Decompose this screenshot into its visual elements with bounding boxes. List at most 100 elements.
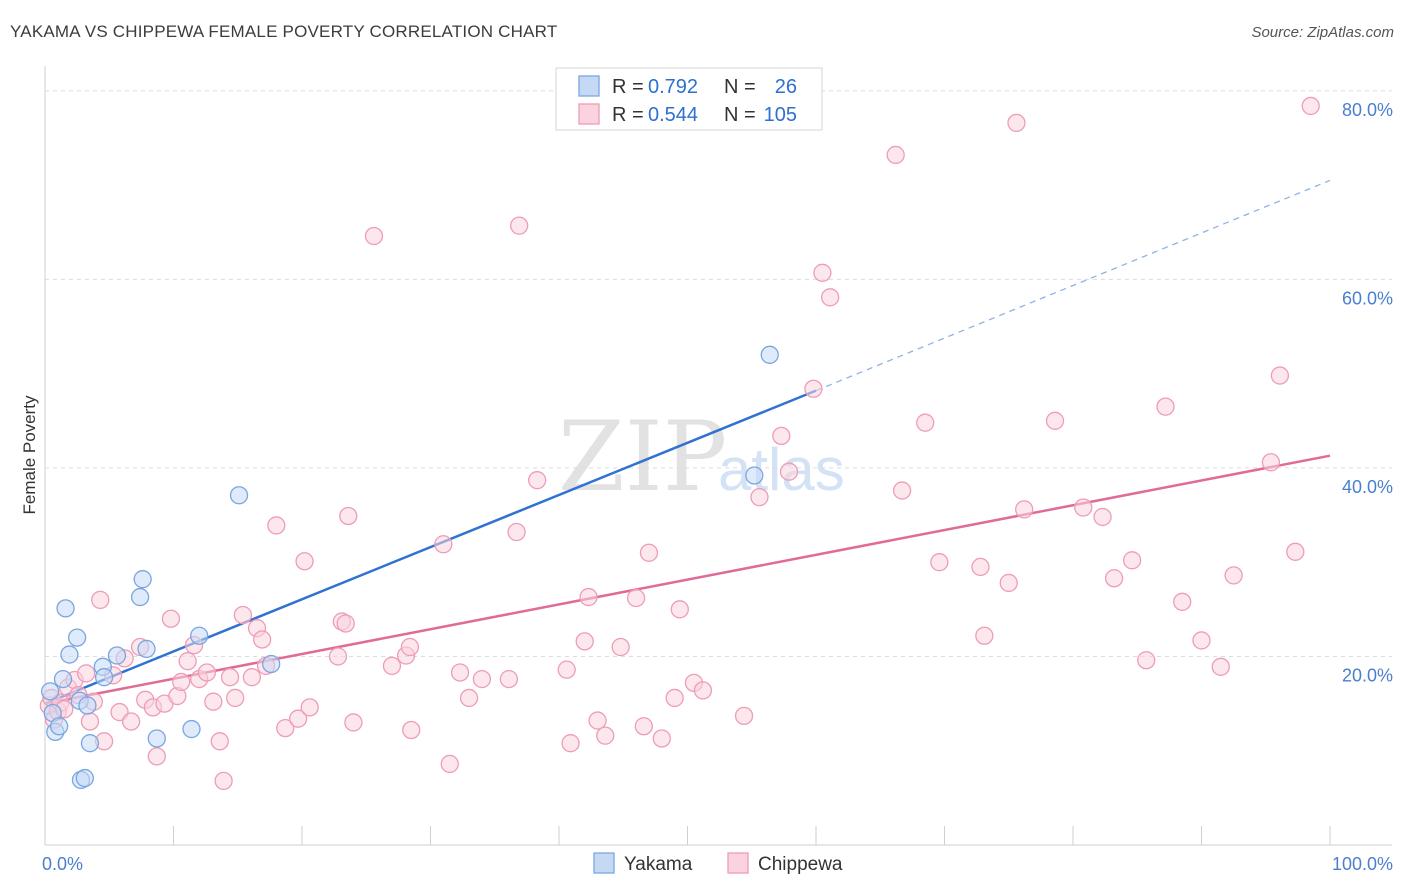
- yakama-point: [262, 654, 281, 674]
- chart-title: YAKAMA VS CHIPPEWA FEMALE POVERTY CORREL…: [10, 22, 558, 41]
- legend-r-value-chippewa: 0.544: [648, 104, 698, 126]
- chippewa-point: [510, 216, 529, 235]
- chippewa-point: [1015, 500, 1034, 519]
- y-tick-label: 80.0%: [1342, 100, 1393, 120]
- chippewa-point: [1007, 113, 1026, 133]
- y-tick-label: 20.0%: [1342, 665, 1393, 685]
- chippewa-point: [971, 557, 990, 577]
- yakama-point: [107, 646, 127, 665]
- chippewa-point: [276, 718, 295, 738]
- chippewa-point: [382, 656, 402, 676]
- chippewa-point: [226, 688, 245, 708]
- chippewa-point: [210, 732, 229, 751]
- chippewa-point: [91, 590, 110, 610]
- yakama-point: [760, 345, 779, 364]
- series-legend-label-chippewa: Chippewa: [758, 854, 843, 875]
- chippewa-point: [772, 426, 791, 446]
- chippewa-point: [1224, 566, 1243, 585]
- chippewa-point: [930, 553, 949, 572]
- chippewa-point: [1261, 453, 1281, 472]
- chippewa-point: [652, 729, 671, 748]
- y-tick-labels: 20.0% 40.0% 60.0% 80.0%: [1342, 100, 1393, 686]
- chippewa-point: [507, 522, 526, 542]
- chippewa-point: [233, 605, 253, 625]
- chippewa-point: [288, 709, 308, 728]
- chippewa-point: [779, 462, 799, 481]
- chippewa-point: [147, 747, 166, 766]
- yakama-trendline-extension: [815, 179, 1331, 392]
- chippewa-point: [339, 506, 358, 526]
- chippewa-point: [336, 614, 355, 633]
- chippewa-point: [242, 668, 262, 687]
- chippewa-point: [734, 706, 754, 726]
- chippewa-point: [178, 652, 197, 671]
- chippewa-point: [121, 712, 141, 731]
- yakama-trendline: [44, 389, 817, 705]
- chippewa-point: [328, 647, 348, 666]
- chippewa-point: [1122, 551, 1142, 570]
- chippewa-point: [579, 587, 598, 607]
- chippewa-point: [204, 692, 223, 711]
- chippewa-point: [528, 471, 547, 490]
- chippewa-point: [575, 632, 594, 651]
- chippewa-point: [670, 600, 689, 619]
- chippewa-point: [214, 771, 233, 791]
- legend-n-label-yakama: N =: [724, 76, 756, 98]
- chippewa-point: [440, 754, 459, 774]
- y-tick-label: 60.0%: [1342, 288, 1393, 308]
- chippewa-point: [1173, 592, 1192, 611]
- chippewa-point: [295, 552, 314, 571]
- x-tick-label-max: 100.0%: [1332, 854, 1393, 874]
- chippewa-point: [561, 734, 580, 753]
- chippewa-point: [1137, 651, 1156, 670]
- legend-box: [555, 67, 823, 131]
- chippewa-point: [1074, 498, 1093, 517]
- chippewa-point: [220, 668, 240, 687]
- chart-source: Source: ZipAtlas.com: [1251, 24, 1394, 41]
- chippewa-point: [400, 637, 420, 657]
- watermark: ZIP atlas: [558, 401, 845, 513]
- chippewa-point: [750, 487, 769, 507]
- chippewa-point: [364, 226, 384, 246]
- chippewa-point: [1211, 657, 1230, 676]
- chippewa-point: [344, 713, 363, 732]
- chippewa-point: [161, 609, 181, 628]
- series-legend: Yakama Chippewa: [593, 852, 843, 875]
- chippewa-point: [1045, 411, 1065, 430]
- chippewa-point: [693, 681, 713, 700]
- chippewa-point: [639, 543, 659, 562]
- chippewa-point: [499, 669, 519, 689]
- gridlines: [45, 90, 1392, 657]
- trendlines: [44, 179, 1331, 705]
- chippewa-point: [626, 588, 646, 608]
- legend-r-label-chippewa: R =: [612, 104, 644, 126]
- yakama-point: [40, 682, 60, 701]
- chippewa-point: [1104, 569, 1124, 588]
- legend-swatch-yakama: [578, 75, 600, 97]
- yakama-point: [53, 669, 73, 689]
- yakama-point: [147, 729, 166, 748]
- chippewa-point: [253, 630, 272, 649]
- yakama-point: [133, 570, 152, 589]
- yakama-point: [229, 486, 249, 505]
- yakama-point: [130, 587, 150, 607]
- y-tick-label: 40.0%: [1342, 477, 1393, 497]
- yakama-point: [60, 645, 79, 664]
- legend-swatch-chippewa: [578, 103, 600, 125]
- watermark-zip: ZIP: [558, 401, 727, 513]
- chippewa-point: [886, 145, 905, 165]
- legend-n-label-chippewa: N =: [724, 104, 756, 126]
- chippewa-point: [634, 717, 653, 736]
- chippewa-point: [596, 726, 615, 745]
- chippewa-point: [172, 672, 191, 692]
- yakama-point: [56, 599, 75, 618]
- chippewa-point: [300, 698, 319, 717]
- series-legend-swatch-chippewa: [727, 852, 749, 874]
- chippewa-point: [450, 663, 470, 682]
- chippewa-point: [804, 379, 823, 398]
- chippewa-point: [76, 664, 96, 683]
- chippewa-point: [1270, 366, 1290, 385]
- chippewa-points: [39, 96, 1320, 791]
- correlation-legend: R = 0.792 N = 26 R = 0.544 N = 105: [555, 67, 823, 131]
- yakama-point: [75, 768, 94, 788]
